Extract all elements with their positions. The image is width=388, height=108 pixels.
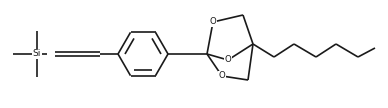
Text: O: O bbox=[218, 71, 225, 80]
Text: O: O bbox=[210, 17, 217, 26]
Text: Si: Si bbox=[33, 49, 41, 59]
Text: O: O bbox=[225, 56, 231, 64]
